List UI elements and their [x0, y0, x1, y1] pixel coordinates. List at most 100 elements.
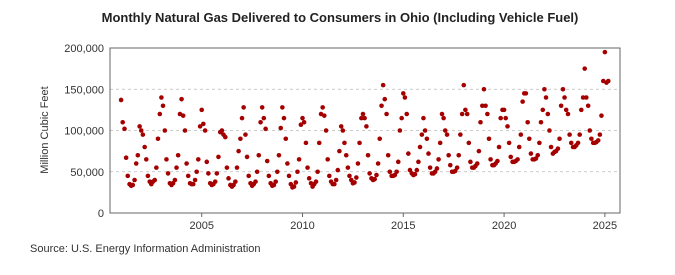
- y-tick-label: 150,000: [64, 84, 104, 96]
- data-point: [197, 124, 203, 129]
- data-point: [498, 115, 503, 121]
- data-point: [446, 152, 451, 158]
- data-point: [516, 144, 522, 150]
- data-point: [606, 78, 611, 84]
- data-point: [212, 179, 218, 184]
- data-point: [444, 132, 450, 137]
- data-point: [359, 115, 364, 121]
- data-point: [204, 159, 210, 165]
- source-note: Source: U.S. Energy Information Administ…: [30, 243, 261, 255]
- data-point: [427, 165, 433, 170]
- data-point: [379, 103, 384, 109]
- data-point: [233, 179, 238, 184]
- data-point: [258, 119, 263, 125]
- data-point: [323, 128, 329, 133]
- data-point: [587, 128, 593, 133]
- data-point: [426, 151, 431, 156]
- data-point: [159, 95, 164, 100]
- data-point: [276, 152, 282, 158]
- data-point: [562, 95, 567, 100]
- data-point: [123, 155, 129, 161]
- y-tick-label: 200,000: [64, 43, 104, 55]
- data-point: [580, 95, 586, 100]
- data-point: [501, 107, 507, 113]
- data-point: [515, 157, 520, 162]
- data-point: [463, 107, 468, 113]
- data-point: [419, 132, 425, 137]
- data-point: [584, 95, 589, 100]
- data-point: [395, 159, 401, 165]
- data-point: [337, 148, 342, 154]
- data-point: [306, 176, 312, 181]
- y-tick-label: 50,000: [70, 167, 104, 179]
- data-point: [568, 140, 574, 146]
- data-point: [597, 132, 603, 137]
- data-point: [385, 152, 391, 158]
- data-point: [486, 136, 492, 142]
- data-point: [296, 157, 302, 162]
- data-point: [528, 151, 534, 156]
- data-point: [190, 181, 196, 187]
- data-point: [259, 105, 265, 110]
- data-point: [142, 144, 147, 150]
- data-point: [377, 136, 383, 142]
- data-point: [160, 103, 166, 109]
- data-point: [243, 132, 248, 137]
- data-point: [394, 169, 399, 175]
- data-point: [485, 111, 490, 117]
- data-point: [602, 49, 608, 55]
- data-point: [195, 157, 201, 162]
- data-point: [164, 157, 169, 162]
- data-point: [234, 165, 240, 170]
- data-point: [538, 119, 544, 125]
- chart-title: Monthly Natural Gas Delivered to Consume…: [102, 10, 579, 25]
- data-point: [138, 128, 144, 133]
- data-point: [246, 173, 251, 179]
- data-point: [481, 86, 487, 92]
- data-point: [441, 115, 446, 121]
- data-point: [239, 115, 245, 121]
- data-point: [224, 165, 230, 170]
- data-point: [459, 111, 465, 117]
- data-point: [256, 152, 262, 158]
- data-point: [154, 165, 159, 170]
- data-point: [295, 169, 300, 175]
- data-point: [145, 173, 151, 179]
- data-point: [293, 180, 299, 185]
- data-point: [414, 167, 420, 173]
- data-point: [437, 140, 443, 146]
- data-point: [476, 148, 482, 154]
- data-point: [263, 126, 268, 132]
- data-point: [466, 140, 472, 146]
- data-point: [143, 157, 149, 162]
- data-point: [558, 103, 564, 109]
- data-point: [162, 128, 168, 133]
- data-point: [406, 151, 411, 156]
- data-point: [560, 86, 566, 92]
- data-point: [412, 171, 418, 177]
- data-point: [120, 119, 125, 125]
- data-point: [537, 140, 542, 146]
- data-point: [333, 177, 339, 183]
- data-point: [555, 146, 561, 151]
- data-point: [325, 157, 331, 162]
- data-point: [172, 177, 178, 183]
- data-point: [278, 125, 284, 131]
- data-point: [375, 161, 381, 166]
- data-point: [226, 176, 231, 181]
- data-point: [372, 176, 377, 182]
- data-point: [192, 177, 198, 183]
- data-point: [345, 165, 351, 170]
- data-point: [458, 132, 463, 137]
- data-point: [520, 99, 525, 104]
- data-point: [275, 169, 280, 175]
- data-point: [595, 138, 601, 143]
- data-point: [508, 154, 514, 160]
- data-point: [125, 173, 131, 179]
- data-point: [327, 173, 332, 179]
- data-point: [518, 132, 524, 137]
- data-point: [301, 119, 307, 125]
- data-point: [456, 152, 462, 158]
- x-tick-label: 2015: [391, 220, 415, 232]
